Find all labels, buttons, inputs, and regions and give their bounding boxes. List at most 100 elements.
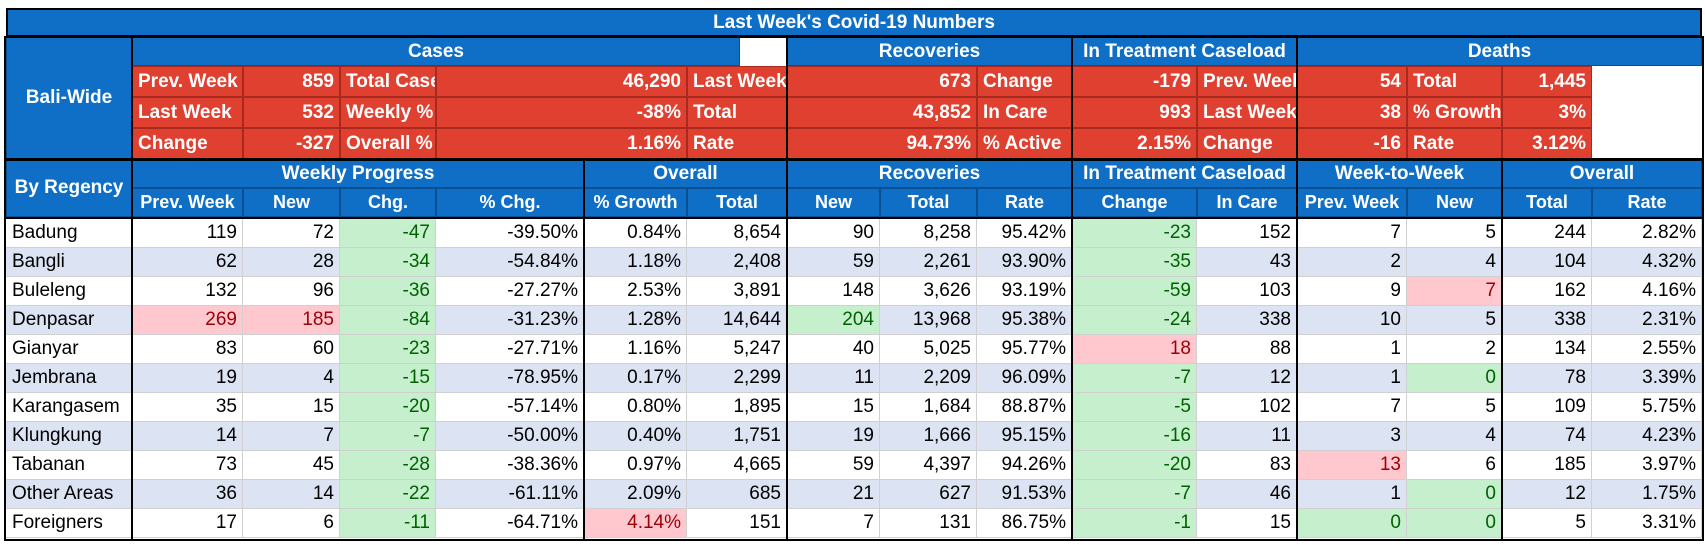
table-cell: -84 <box>340 306 436 335</box>
table-cell: 131 <box>880 509 977 538</box>
table-cell: 1,751 <box>687 422 787 451</box>
table-cell: 36 <box>132 480 243 509</box>
table-cell: -28 <box>340 451 436 480</box>
table-cell: -16 <box>1072 422 1197 451</box>
column-header: Rate <box>977 188 1072 217</box>
table-cell: 0.80% <box>584 393 687 422</box>
table-cell: 148 <box>787 277 880 306</box>
table-cell: 5 <box>1502 509 1592 538</box>
bali-label-cell: Last Week <box>1197 97 1297 128</box>
bali-label-cell: Overall % Growth <box>340 128 436 159</box>
column-header: New <box>1407 188 1502 217</box>
table-cell: 83 <box>132 335 243 364</box>
by-regency-label: By Regency <box>6 159 132 217</box>
table-cell: 5,025 <box>880 335 977 364</box>
bali-label-cell: Rate <box>1407 128 1502 159</box>
table-cell: 9 <box>1297 277 1407 306</box>
table-cell: 96 <box>243 277 340 306</box>
table-cell: 10 <box>1297 306 1407 335</box>
table-cell: 1,684 <box>880 393 977 422</box>
column-header: Rate <box>1592 188 1702 217</box>
column-header: Prev. Week <box>1297 188 1407 217</box>
table-cell: 2 <box>1407 335 1502 364</box>
table-cell: 109 <box>1502 393 1592 422</box>
table-cell: 4.14% <box>584 509 687 538</box>
table-cell: 5.75% <box>1592 393 1702 422</box>
regency-group-header: Overall <box>1502 159 1702 188</box>
table-cell: 152 <box>1197 219 1297 248</box>
column-header: In Care <box>1197 188 1297 217</box>
table-cell: 2.82% <box>1592 219 1702 248</box>
table-cell: 83 <box>1197 451 1297 480</box>
table-cell: 3 <box>1297 422 1407 451</box>
table-cell: 102 <box>1197 393 1297 422</box>
column-header: Change <box>1072 188 1197 217</box>
table-cell: 7 <box>243 422 340 451</box>
table-cell: 93.90% <box>977 248 1072 277</box>
regency-name: Other Areas <box>6 480 132 509</box>
column-header: New <box>243 188 340 217</box>
table-cell: -78.95% <box>436 364 584 393</box>
table-cell: 17 <box>132 509 243 538</box>
table-cell: -38.36% <box>436 451 584 480</box>
regency-name: Buleleng <box>6 277 132 306</box>
table-cell: -27.71% <box>436 335 584 364</box>
table-cell: 95.38% <box>977 306 1072 335</box>
table-cell: 96.09% <box>977 364 1072 393</box>
table-cell: 5 <box>1407 306 1502 335</box>
table-cell: 7 <box>1297 219 1407 248</box>
table-cell: 4.32% <box>1592 248 1702 277</box>
table-cell: 60 <box>243 335 340 364</box>
table-cell: -35 <box>1072 248 1197 277</box>
table-cell: 94.26% <box>977 451 1072 480</box>
column-header: % Chg. <box>436 188 584 217</box>
table-cell: 0 <box>1407 364 1502 393</box>
column-header: Total <box>1502 188 1592 217</box>
bali-value-cell: -16 <box>1297 128 1407 159</box>
bali-label-cell: Total Cases <box>340 66 436 97</box>
table-cell: 6 <box>1407 451 1502 480</box>
bali-value-cell: 3.12% <box>1502 128 1592 159</box>
table-cell: 244 <box>1502 219 1592 248</box>
table-cell: 46 <box>1197 480 1297 509</box>
table-cell: -20 <box>1072 451 1197 480</box>
table-cell: -54.84% <box>436 248 584 277</box>
table-cell: 59 <box>787 248 880 277</box>
regency-group-header: In Treatment Caseload <box>1072 159 1297 188</box>
table-cell: 0.40% <box>584 422 687 451</box>
bali-group-header: Recoveries <box>787 37 1072 66</box>
table-cell: 13,968 <box>880 306 977 335</box>
bali-label-cell: % Growth <box>1407 97 1502 128</box>
table-cell: -7 <box>1072 364 1197 393</box>
table-cell: 2,261 <box>880 248 977 277</box>
bali-value-cell: 859 <box>243 66 340 97</box>
table-cell: 2.09% <box>584 480 687 509</box>
table-cell: -7 <box>340 422 436 451</box>
bali-label-cell: % Active <box>977 128 1072 159</box>
regency-name: Bangli <box>6 248 132 277</box>
bali-label-cell: In Care <box>977 97 1072 128</box>
table-cell: 78 <box>1502 364 1592 393</box>
table-cell: 8,654 <box>687 219 787 248</box>
table-cell: -23 <box>340 335 436 364</box>
table-cell: 0.84% <box>584 219 687 248</box>
bali-group-header: In Treatment Caseload <box>1072 37 1297 66</box>
table-cell: 8,258 <box>880 219 977 248</box>
bali-value-cell: 94.73% <box>787 128 977 159</box>
table-cell: 1 <box>1297 364 1407 393</box>
table-cell: 59 <box>787 451 880 480</box>
bali-wide-label: Bali-Wide <box>6 37 132 159</box>
table-cell: 14 <box>243 480 340 509</box>
table-cell: 18 <box>1072 335 1197 364</box>
table-cell: 269 <box>132 306 243 335</box>
bali-group-header: Deaths <box>1297 37 1702 66</box>
table-cell: -7 <box>1072 480 1197 509</box>
table-cell: 5,247 <box>687 335 787 364</box>
table-cell: 14 <box>132 422 243 451</box>
table-cell: 0 <box>1297 509 1407 538</box>
table-cell: -20 <box>340 393 436 422</box>
regency-name: Badung <box>6 219 132 248</box>
table-cell: 2.55% <box>1592 335 1702 364</box>
bali-value-cell: 46,290 <box>436 66 687 97</box>
bali-label-cell: Change <box>1197 128 1297 159</box>
